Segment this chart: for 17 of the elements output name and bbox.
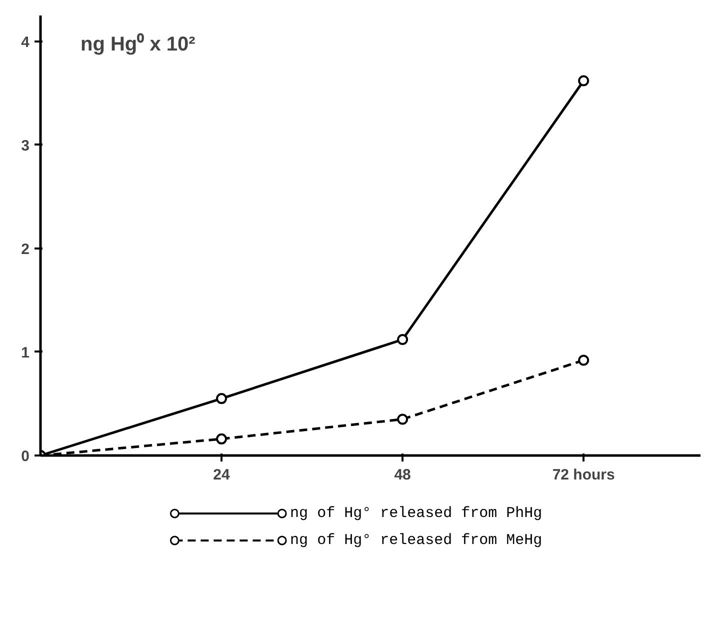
point <box>578 354 590 366</box>
x-tick-label: 72 hours <box>552 466 615 484</box>
point <box>397 334 408 346</box>
y-tick-label: 2 <box>21 240 30 258</box>
x-tick-label: 24 <box>213 466 231 484</box>
y-tick-label: 3 <box>21 137 30 154</box>
x-tick-label: 48 <box>394 466 411 484</box>
point <box>216 393 228 404</box>
y-tick-label: 0 <box>21 448 30 465</box>
point <box>397 414 408 425</box>
point <box>578 75 590 86</box>
y-axis-title: ng Hg⁰ x 10² <box>80 32 196 56</box>
y-tick-label: 1 <box>21 344 30 362</box>
legend-label: ng of Hg° released from PhHg <box>290 505 542 522</box>
legend-label: ng of Hg° released from MeHg <box>290 532 542 549</box>
point <box>216 433 228 444</box>
y-tick-label: 4 <box>21 34 30 51</box>
